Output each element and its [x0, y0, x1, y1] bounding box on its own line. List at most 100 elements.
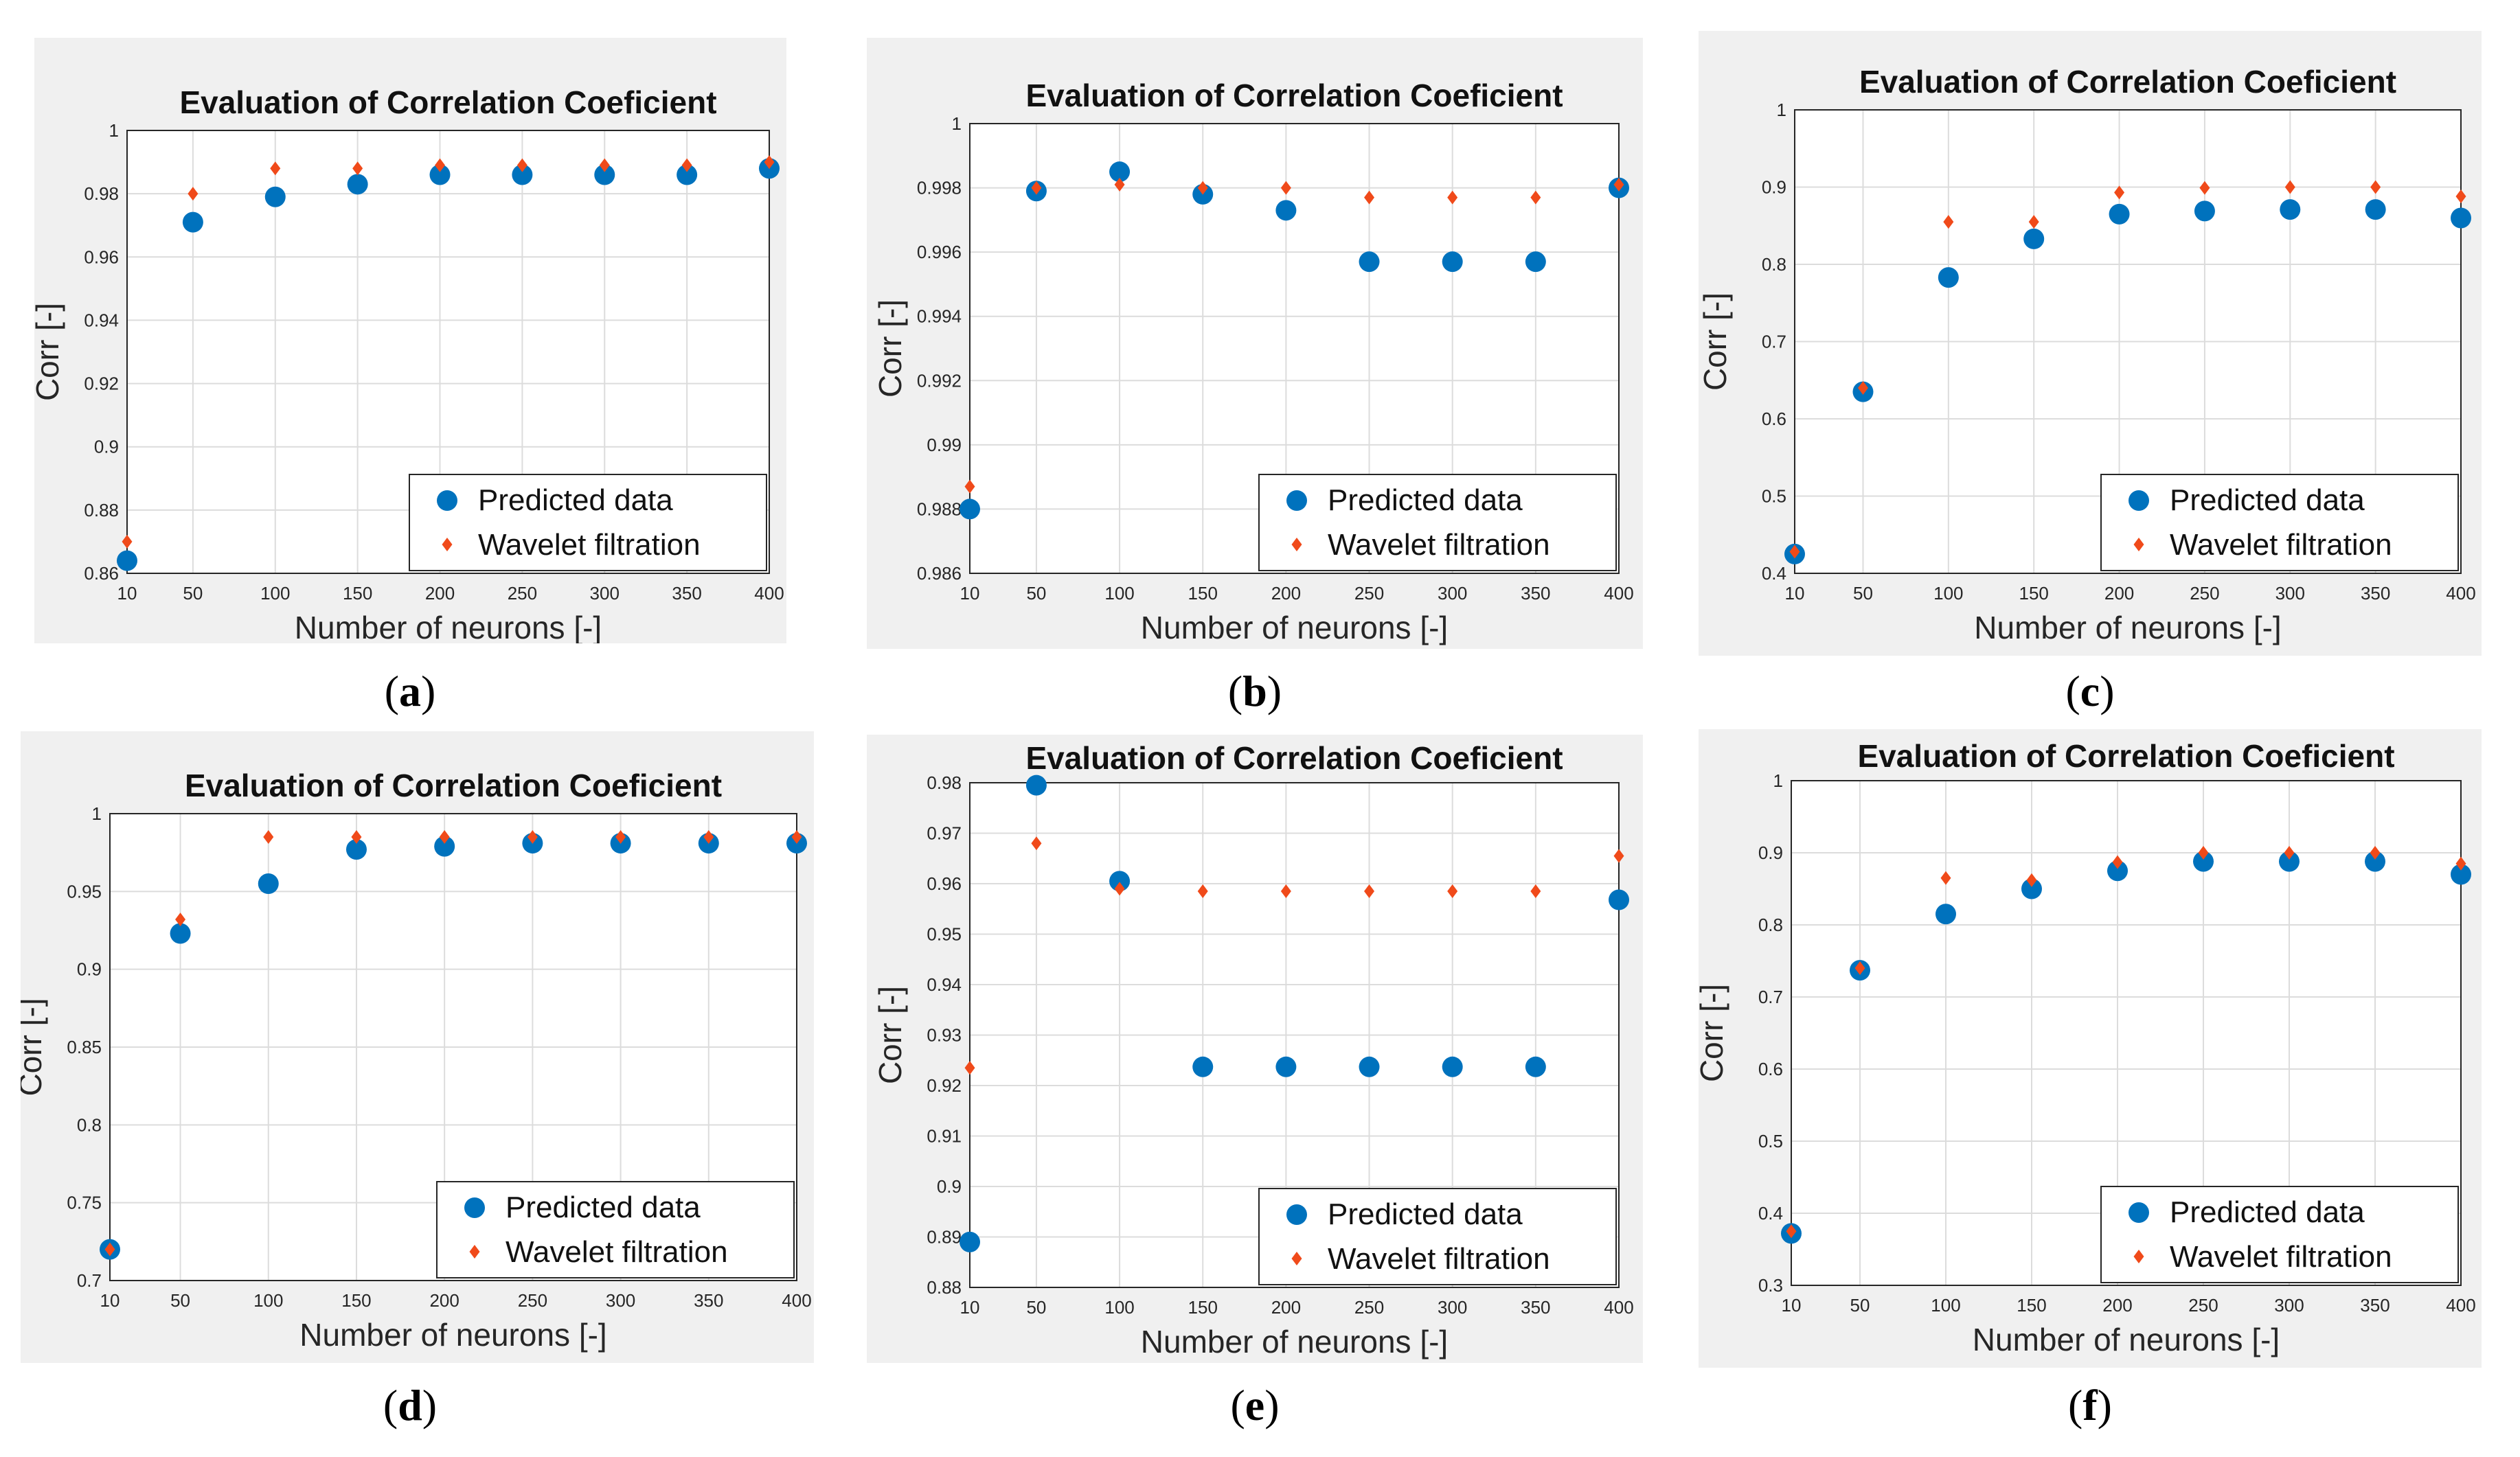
caption-a-letter: a: [399, 667, 421, 715]
y-tick-label: 0.988: [917, 498, 962, 519]
x-tick-label: 400: [1604, 583, 1633, 604]
x-tick-label: 250: [508, 583, 537, 604]
y-tick-label: 0.8: [1762, 254, 1786, 275]
y-tick-label: 0.7: [1762, 332, 1786, 352]
chart-title: Evaluation of Correlation Coeficient: [1025, 78, 1563, 113]
y-tick-label: 0.994: [917, 306, 962, 327]
predicted-point: [1525, 1056, 1546, 1077]
x-axis-label: Number of neurons [-]: [1141, 610, 1448, 645]
x-tick-label: 10: [1782, 1295, 1802, 1316]
wavelet-point: [1280, 181, 1291, 195]
chart-panel-f: 0.3 0.4 0.5 0.6 0.7 0.8 0.9 1 10 50 100 150 200 250 30…: [1699, 729, 2482, 1368]
wavelet-point: [1197, 181, 1208, 195]
x-axis-label: Number of neurons [-]: [1973, 1322, 2280, 1357]
legend-predicted-marker: [437, 490, 457, 511]
legend-wavelet-marker: [2133, 538, 2144, 551]
x-tick-label: 250: [518, 1290, 547, 1311]
wavelet-point: [1530, 884, 1541, 899]
wavelet-point: [1613, 849, 1624, 863]
x-tick-label: 10: [960, 1297, 980, 1318]
x-tick-label: 200: [2104, 583, 2134, 604]
wavelet-point: [1031, 181, 1042, 195]
x-tick-label: 100: [1933, 583, 1963, 604]
y-tick-label: 0.6: [1758, 1059, 1783, 1079]
chart-title: Evaluation of Correlation Coeficient: [1025, 740, 1563, 776]
caption-b: (b): [1227, 667, 1282, 715]
legend-predicted-marker: [1286, 490, 1307, 511]
axes-frame: [1791, 780, 2462, 1286]
legend-wavelet-marker: [469, 1245, 480, 1259]
x-tick-label: 50: [170, 1290, 190, 1311]
y-tick-label: 0.97: [927, 823, 962, 844]
y-axis-label: Corr [-]: [1699, 292, 1733, 391]
wavelet-point: [1530, 190, 1541, 205]
wavelet-point: [351, 830, 362, 844]
y-tick-label: 0.9: [1758, 842, 1783, 863]
x-tick-label: 250: [2190, 583, 2219, 604]
wavelet-point: [2198, 846, 2209, 860]
y-axis-label: Corr [-]: [21, 998, 48, 1096]
y-tick-label: 0.9: [1762, 177, 1786, 198]
predicted-point: [264, 186, 286, 207]
predicted-point: [1275, 1056, 1297, 1077]
legend-box: [1258, 474, 1617, 571]
legend-box: [409, 474, 767, 571]
caption-e-letter: e: [1245, 1381, 1265, 1430]
predicted-point: [2279, 851, 2300, 872]
predicted-point: [2194, 200, 2215, 222]
wavelet-point: [435, 158, 446, 172]
x-tick-label: 350: [2360, 1295, 2390, 1316]
x-tick-label: 200: [429, 1290, 459, 1311]
x-tick-label: 100: [1104, 1297, 1134, 1318]
x-tick-label: 400: [2446, 1295, 2475, 1316]
axes-frame: [109, 813, 797, 1281]
legend-predicted-label: Predicted data: [478, 483, 673, 517]
chart-title: Evaluation of Correlation Coeficient: [1857, 738, 2394, 774]
legend-predicted-label: Predicted data: [2170, 483, 2365, 517]
wavelet-point: [2114, 185, 2125, 200]
y-tick-label: 0.7: [1758, 987, 1783, 1007]
wavelet-point: [270, 161, 281, 176]
caption-b-letter: b: [1242, 667, 1267, 715]
legend-wavelet-label: Wavelet filtration: [2170, 1240, 2392, 1274]
x-tick-label: 300: [590, 583, 620, 604]
y-tick-label: 0.3: [1758, 1275, 1783, 1296]
wavelet-point: [1854, 961, 1865, 975]
wavelet-point: [2199, 181, 2210, 195]
y-tick-label: 0.96: [927, 873, 962, 894]
legend-box: [1258, 1188, 1617, 1285]
chart-panel-c: 0.4 0.5 0.6 0.7 0.8 0.9 1 10 50 100 150 200 250 300 35…: [1699, 31, 2482, 656]
predicted-point: [594, 164, 615, 185]
x-tick-label: 300: [2275, 583, 2305, 604]
wavelet-point: [2284, 180, 2295, 194]
wavelet-point: [1364, 884, 1375, 899]
predicted-point: [960, 498, 980, 520]
legend-wavelet-label: Wavelet filtration: [1328, 1242, 1550, 1276]
wavelet-point: [352, 161, 363, 176]
legend-predicted-label: Predicted data: [2170, 1195, 2365, 1229]
y-tick-label: 0.9: [937, 1176, 962, 1197]
wavelet-point: [964, 479, 975, 494]
wavelet-point: [104, 1242, 115, 1257]
predicted-point: [345, 839, 367, 860]
legend-predicted-marker: [2129, 1202, 2149, 1223]
predicted-point: [2193, 851, 2214, 872]
wavelet-point: [2284, 846, 2295, 860]
y-tick-label: 0.95: [927, 924, 962, 945]
legend-box: [2100, 1186, 2459, 1283]
legend-wavelet-label: Wavelet filtration: [2170, 528, 2392, 562]
wavelet-point: [1197, 884, 1208, 899]
y-tick-label: 0.94: [84, 310, 119, 330]
x-tick-label: 200: [1271, 1297, 1301, 1318]
chart-title: Evaluation of Correlation Coeficient: [179, 84, 716, 120]
x-tick-label: 350: [672, 583, 701, 604]
wavelet-point: [1364, 190, 1375, 205]
y-tick-label: 0.89: [927, 1227, 962, 1248]
x-tick-label: 50: [1026, 1297, 1046, 1318]
legend-predicted-label: Predicted data: [1328, 1197, 1523, 1231]
x-tick-label: 400: [1604, 1297, 1633, 1318]
x-tick-label: 50: [183, 583, 203, 604]
caption-d: (d): [383, 1381, 438, 1430]
wavelet-point: [263, 830, 274, 844]
wavelet-point: [188, 187, 198, 201]
